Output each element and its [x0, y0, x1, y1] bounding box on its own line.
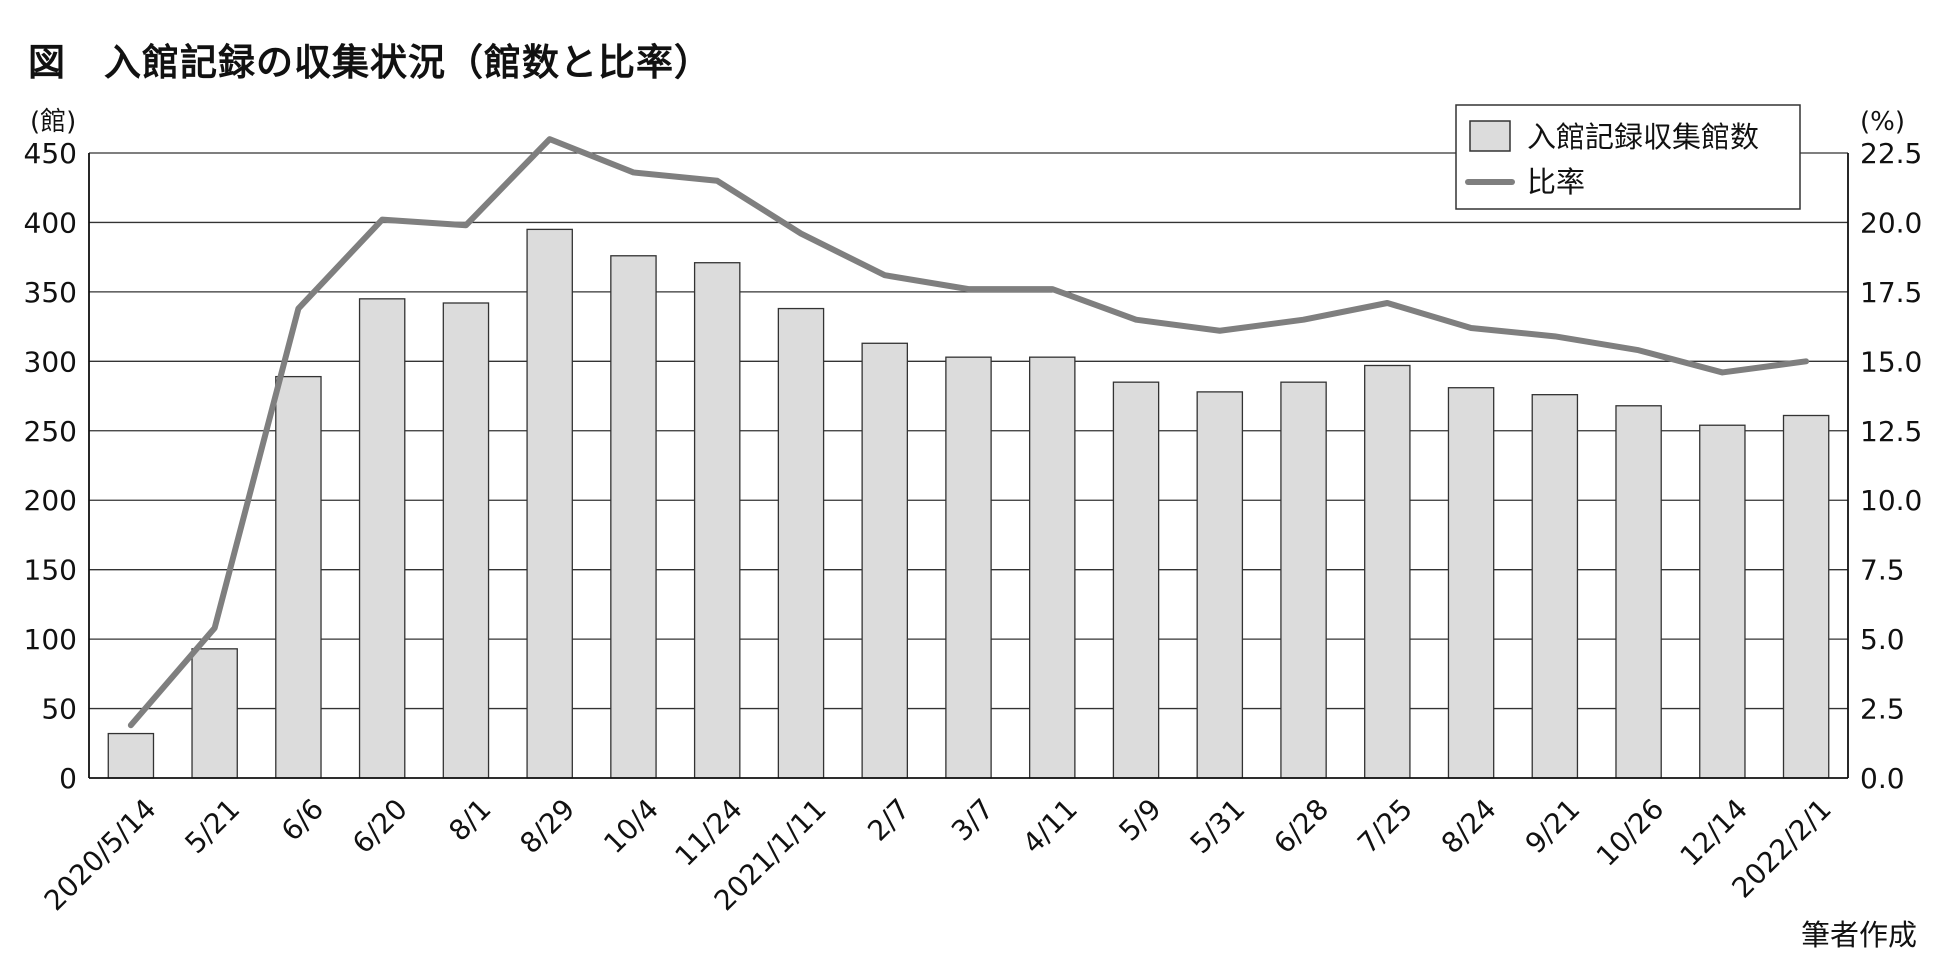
line-series: [127, 136, 1810, 729]
bar: [1699, 424, 1746, 779]
right-axis-ticks: 0.0 2.5 5.0 7.5 10.0 12.5 15.0 17.5 20.0 22.5: [1860, 137, 1922, 795]
left-tick-label: 300: [24, 345, 77, 378]
left-tick-label: 150: [24, 554, 77, 587]
bar: [1782, 414, 1830, 779]
bar: [1112, 381, 1160, 779]
x-tick-label: 5/21: [178, 792, 246, 860]
bar: [1447, 387, 1495, 779]
source-note: 筆者作成: [1800, 918, 1917, 952]
bar: [526, 228, 573, 779]
right-tick-label: 20.0: [1860, 206, 1922, 239]
x-tick-label: 5/9: [1112, 792, 1167, 847]
legend-line-label: 比率: [1527, 165, 1585, 199]
bar: [1615, 405, 1662, 779]
bar: [191, 648, 238, 779]
bar: [107, 732, 155, 779]
axes: [88, 153, 1849, 779]
x-tick-label: 9/21: [1519, 792, 1587, 860]
bar: [358, 298, 406, 779]
right-tick-label: 2.5: [1860, 693, 1905, 726]
bar: [777, 307, 825, 779]
x-tick-label: 3/7: [945, 792, 1000, 847]
right-axis-unit: (%): [1860, 107, 1905, 137]
x-tick-label: 11/24: [668, 792, 748, 872]
x-tick-label: 6/28: [1267, 792, 1335, 860]
right-tick-label: 5.0: [1860, 623, 1905, 656]
left-tick-label: 50: [41, 693, 77, 726]
right-tick-label: 0.0: [1860, 762, 1905, 795]
x-tick-label: 7/25: [1351, 792, 1419, 860]
legend: 入館記録収集館数 比率: [1455, 104, 1801, 210]
legend-bar-swatch: [1469, 120, 1511, 152]
x-tick-label: 6/6: [275, 792, 330, 847]
x-tick-label: 8/24: [1435, 792, 1503, 860]
bar: [861, 342, 909, 779]
bar: [610, 255, 657, 779]
right-tick-label: 15.0: [1860, 345, 1922, 378]
x-tick-label: 4/11: [1016, 792, 1084, 860]
right-tick-label: 22.5: [1860, 137, 1922, 170]
left-tick-label: 0: [59, 762, 77, 795]
bar: [1364, 364, 1411, 779]
bar: [945, 356, 992, 779]
bar: [1531, 394, 1579, 779]
right-tick-label: 17.5: [1860, 276, 1922, 309]
left-tick-label: 400: [24, 206, 77, 239]
right-tick-label: 12.5: [1860, 415, 1922, 448]
x-tick-label: 2020/5/14: [38, 792, 163, 917]
bar: [693, 262, 741, 779]
right-tick-label: 10.0: [1860, 484, 1922, 517]
left-tick-label: 450: [24, 137, 77, 170]
x-tick-label: 8/29: [514, 792, 582, 860]
legend-bar-label: 入館記録収集館数: [1527, 120, 1759, 154]
bar-series: [107, 228, 1830, 779]
left-axis-unit: (館): [30, 107, 76, 137]
left-tick-label: 100: [24, 623, 77, 656]
bar: [1280, 381, 1327, 779]
right-tick-label: 7.5: [1860, 554, 1905, 587]
x-tick-label: 5/31: [1184, 792, 1252, 860]
left-tick-label: 250: [24, 415, 77, 448]
x-axis-ticks: 2020/5/14 5/21 6/6 6/20 8/1 8/29 10/4 11/242021…: [38, 792, 1838, 917]
bar: [442, 302, 490, 779]
x-tick-label: 8/1: [442, 792, 497, 847]
left-tick-label: 350: [24, 276, 77, 309]
x-tick-label: 6/20: [346, 792, 414, 860]
chart-title: 図 入館記録の収集状況（館数と比率）: [28, 41, 712, 84]
x-tick-label: 2/7: [861, 792, 916, 847]
bar: [1028, 356, 1076, 779]
bar: [1196, 391, 1244, 779]
x-tick-label: 10/4: [597, 792, 665, 860]
bar: [275, 375, 322, 779]
left-axis-ticks: 0 50 100 150 200 250 300 350 400 450: [24, 137, 77, 795]
legend-box: [1455, 104, 1801, 210]
x-tick-label: 10/26: [1590, 792, 1670, 872]
x-tick-label: 12/14: [1674, 792, 1754, 872]
left-tick-label: 200: [24, 484, 77, 517]
